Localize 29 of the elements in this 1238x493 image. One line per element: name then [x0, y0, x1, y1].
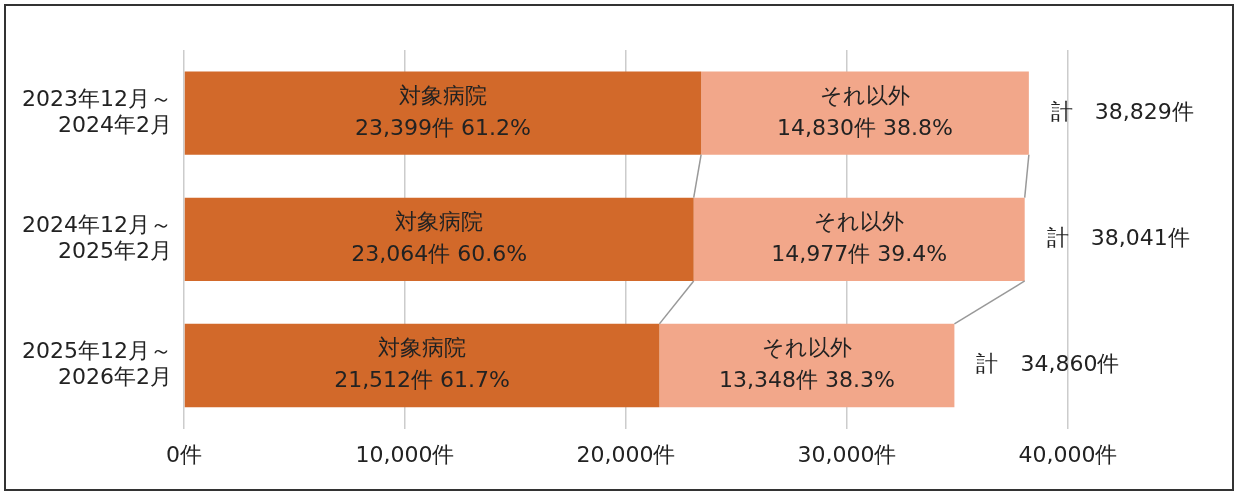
- data-label: 13,348件 38.3%: [718, 367, 895, 393]
- total-label: 計 34,860件: [976, 351, 1120, 377]
- y-tick-label: 2023年12月～2024年2月: [22, 85, 172, 138]
- bar: [701, 71, 1029, 155]
- bar: [184, 323, 660, 408]
- bar: [659, 323, 955, 408]
- text: 対象病院: [395, 209, 484, 235]
- series-label: 対象病院: [398, 82, 487, 108]
- x-tick-label: 10,000件: [355, 441, 455, 467]
- y-tick-label: 2025年12月～2026年2月: [22, 338, 172, 390]
- x-tick-label: 40,000件: [1018, 441, 1118, 467]
- series-label: それ以外: [819, 82, 910, 108]
- data-label: 14,977件 39.4%: [771, 241, 948, 267]
- total-label: 計 38,041件: [1046, 225, 1190, 251]
- data-label: 23,399件 61.2%: [354, 114, 531, 140]
- text: 対象病院: [378, 335, 467, 361]
- x-tick-label: 0件: [165, 441, 202, 467]
- bar: [184, 197, 694, 281]
- bar: [184, 71, 702, 155]
- text: それ以外: [761, 335, 852, 361]
- x-tick-label: 30,000件: [797, 441, 897, 467]
- y-tick-label: 2024年12月～2025年2月: [22, 211, 172, 264]
- x-tick-label: 20,000件: [576, 441, 676, 467]
- text: それ以外: [814, 209, 905, 235]
- total-label: 計 38,829件: [1050, 98, 1194, 124]
- data-label: 23,064件 60.6%: [351, 241, 528, 267]
- data-label: 14,830件 38.8%: [777, 114, 953, 140]
- bar: [693, 197, 1025, 281]
- data-label: 21,512件 61.7%: [334, 367, 511, 393]
